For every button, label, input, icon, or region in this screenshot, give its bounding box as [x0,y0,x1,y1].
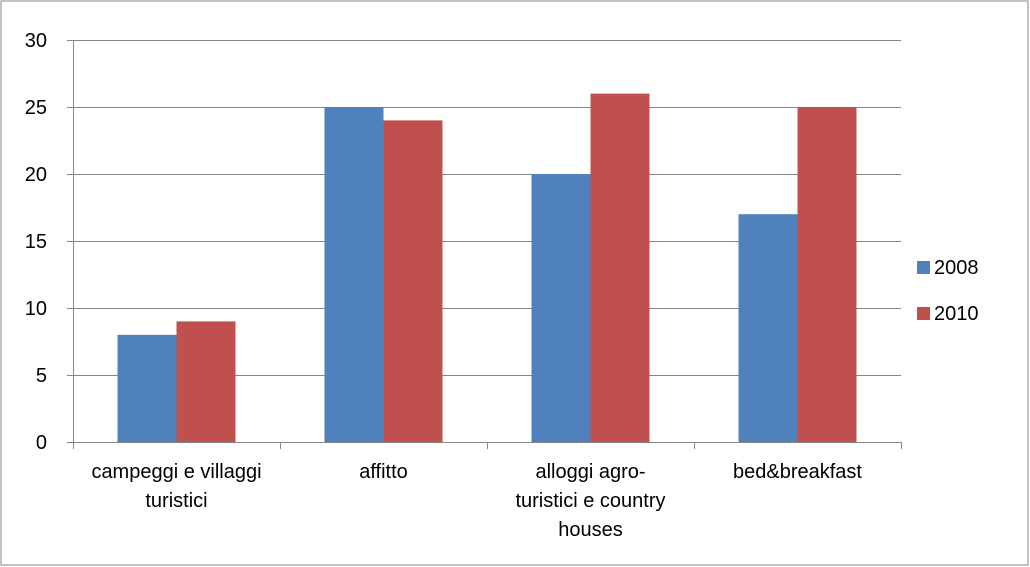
legend-swatch-2010 [917,307,930,320]
axes [67,40,902,449]
bar-2008-3 [738,214,798,442]
legend-label-2010: 2010 [934,303,979,325]
legend: 2008 2010 [917,257,979,325]
y-tick-label: 25 [25,97,47,119]
category-label-line: houses [558,519,623,541]
category-label: campeggi e villaggi turistici [91,461,261,512]
category-label-line: turistici [145,490,207,512]
category-label-line: campeggi e villaggi [91,461,261,483]
legend-label-2008: 2008 [934,257,979,279]
bar-2008-0 [117,334,177,442]
bar-2010-1 [383,120,443,443]
bars [117,93,857,443]
bar-2010-2 [590,93,650,442]
category-label-line: alloggi agro- [535,461,645,483]
legend-swatch-2008 [917,261,930,274]
category-label-line: turistici e country [515,490,665,512]
category-label-line: affitto [359,461,408,483]
y-tick-label: 10 [25,298,47,320]
category-label: affitto [359,461,408,483]
bar-2010-0 [176,321,236,442]
category-label-line: bed&breakfast [733,461,862,483]
bar-2008-2 [531,174,591,442]
y-tick-label: 20 [25,164,47,186]
category-label: alloggi agro-turistici e country houses [515,461,665,541]
category-labels: campeggi e villaggi turistici affitto allog… [91,461,862,541]
y-tick-label: 0 [36,432,47,454]
y-tick-label: 15 [25,231,47,253]
bar-2008-1 [324,107,384,442]
bar-2010-3 [797,107,857,442]
category-label: bed&breakfast [733,461,862,483]
y-tick-label: 5 [36,365,47,387]
y-tick-label: 30 [25,30,47,52]
y-tick-labels: 0 5 10 15 20 25 30 [25,30,47,454]
